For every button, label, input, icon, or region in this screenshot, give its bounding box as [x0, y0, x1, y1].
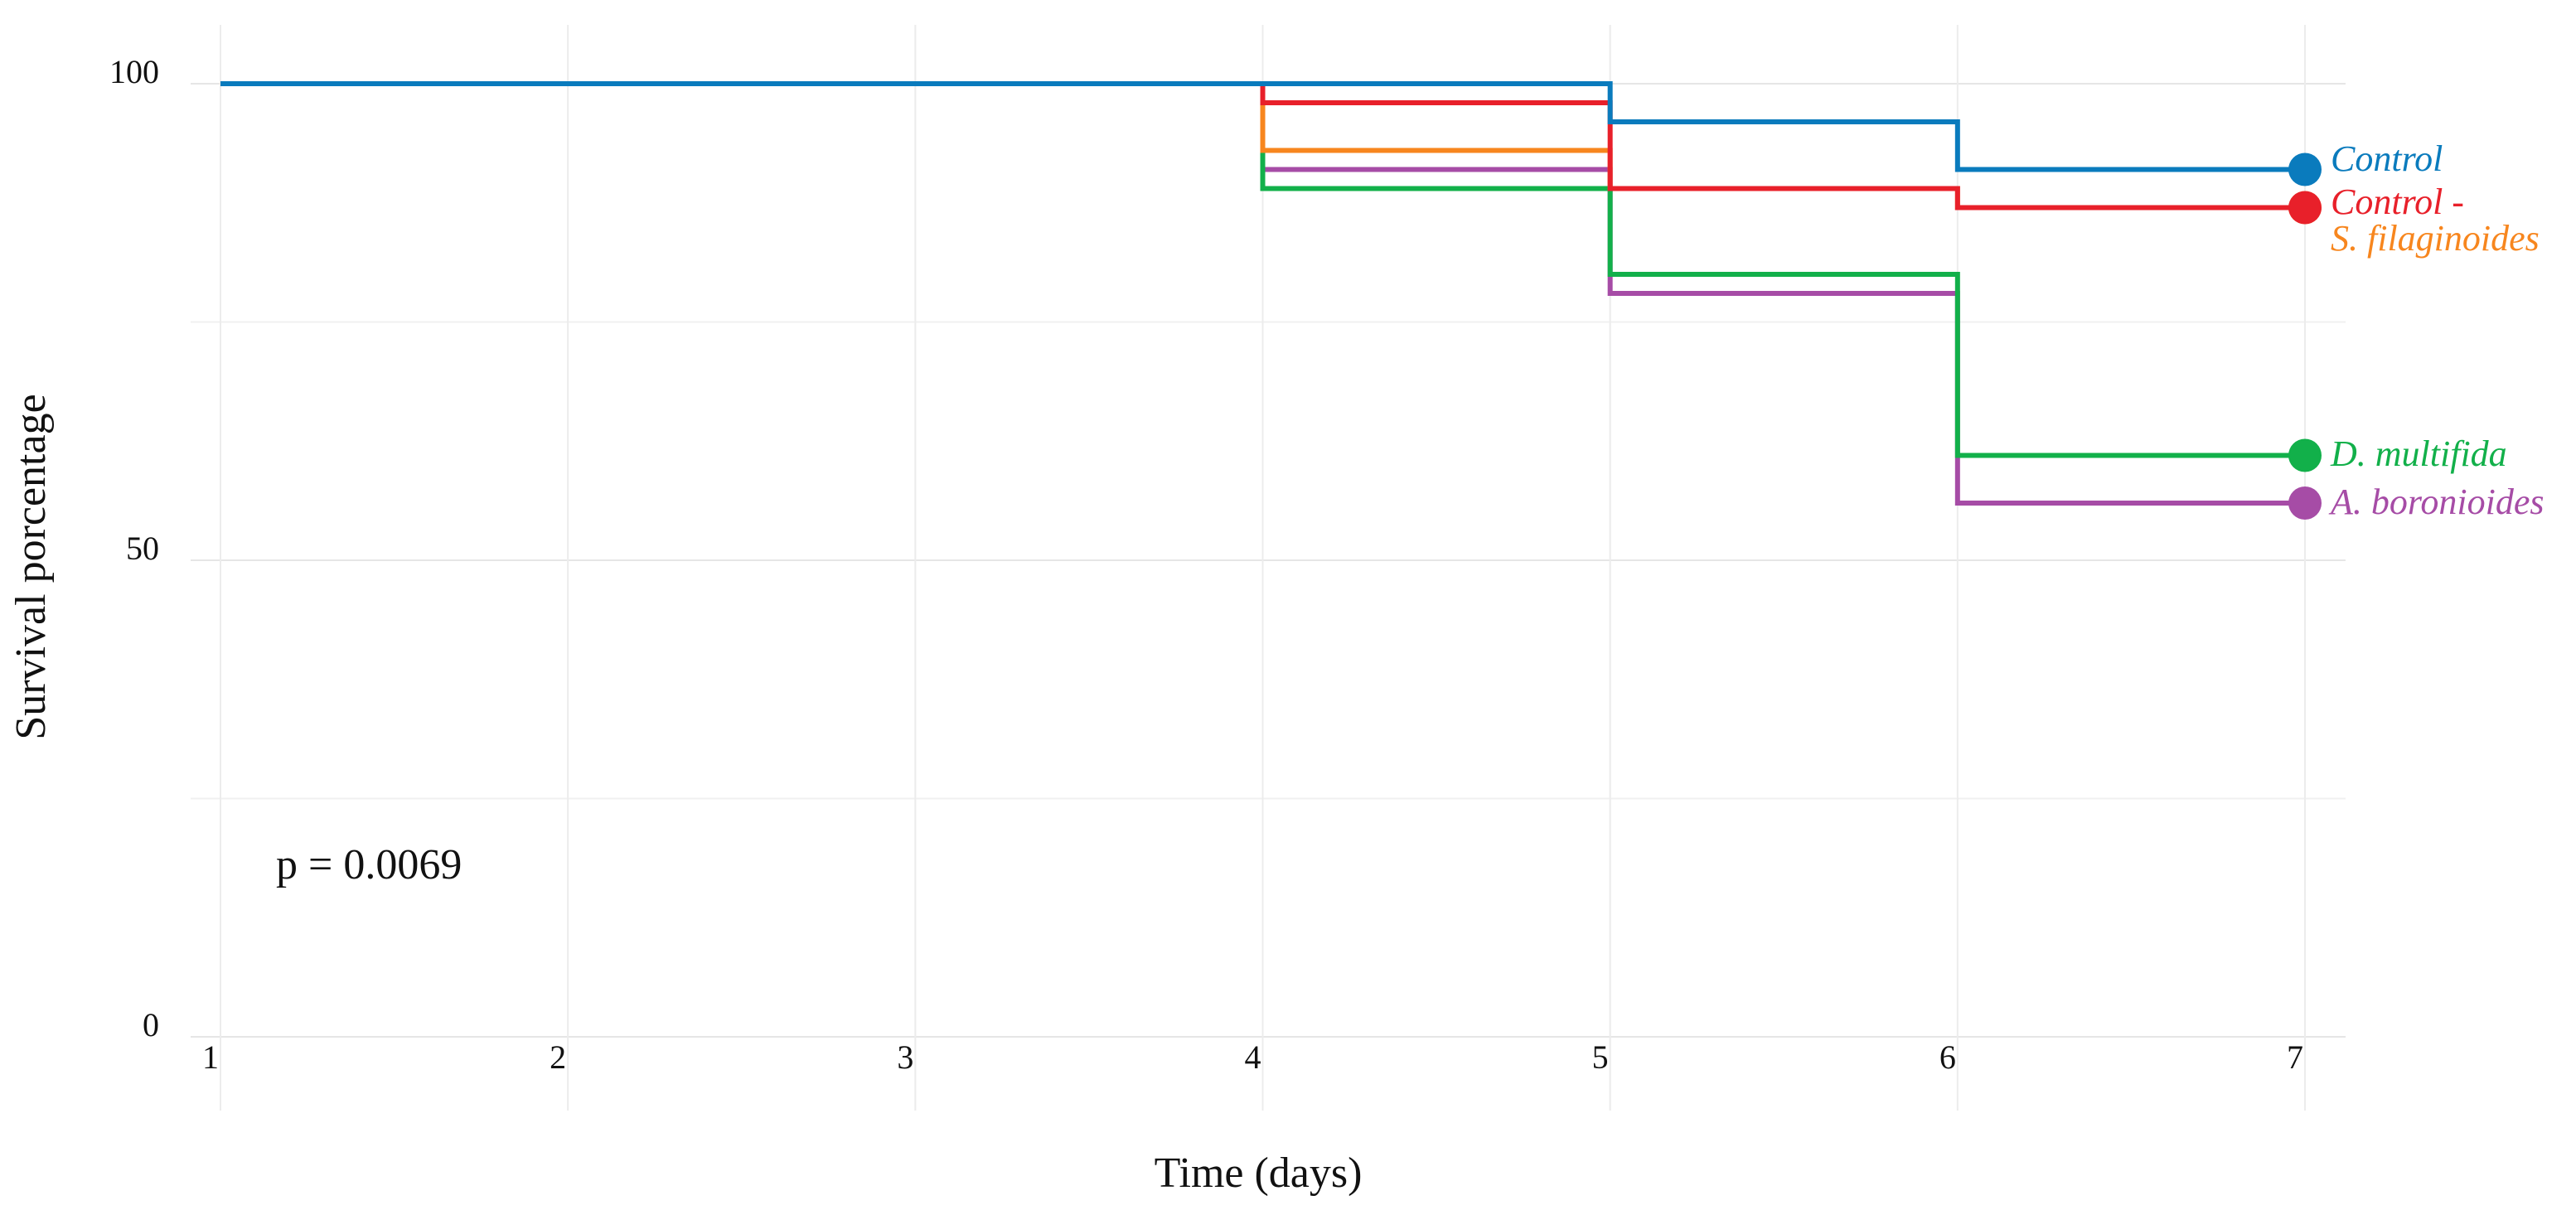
- x-axis-title: Time (days): [1155, 1150, 1363, 1197]
- y-tick-label: 0: [143, 1006, 159, 1043]
- x-tick-label: 6: [1939, 1038, 1956, 1076]
- y-axis-title: Survival porcentage: [7, 394, 55, 739]
- end-point: [2288, 152, 2322, 186]
- survival-line: [220, 81, 2305, 172]
- x-tick-label: 1: [202, 1038, 219, 1076]
- x-tick-label: 7: [2287, 1038, 2303, 1076]
- legend-label: A. boronioides: [2328, 482, 2544, 522]
- y-tick-label: 100: [109, 53, 159, 90]
- end-point: [2288, 191, 2322, 225]
- legend-label: D. multifida: [2330, 433, 2507, 474]
- x-tick-label: 2: [550, 1038, 566, 1076]
- p-value: p = 0.0069: [276, 841, 462, 888]
- x-tick-label: 5: [1592, 1038, 1609, 1076]
- x-tick-label: 3: [897, 1038, 913, 1076]
- legend-label: Control: [2331, 138, 2443, 179]
- end-point: [2288, 438, 2322, 472]
- legend-label: S. filaginoides: [2331, 218, 2540, 259]
- end-point: [2288, 486, 2322, 520]
- x-tick-label: 4: [1245, 1038, 1261, 1076]
- legend-label: Control -: [2331, 182, 2464, 222]
- y-tick-label: 50: [126, 530, 159, 567]
